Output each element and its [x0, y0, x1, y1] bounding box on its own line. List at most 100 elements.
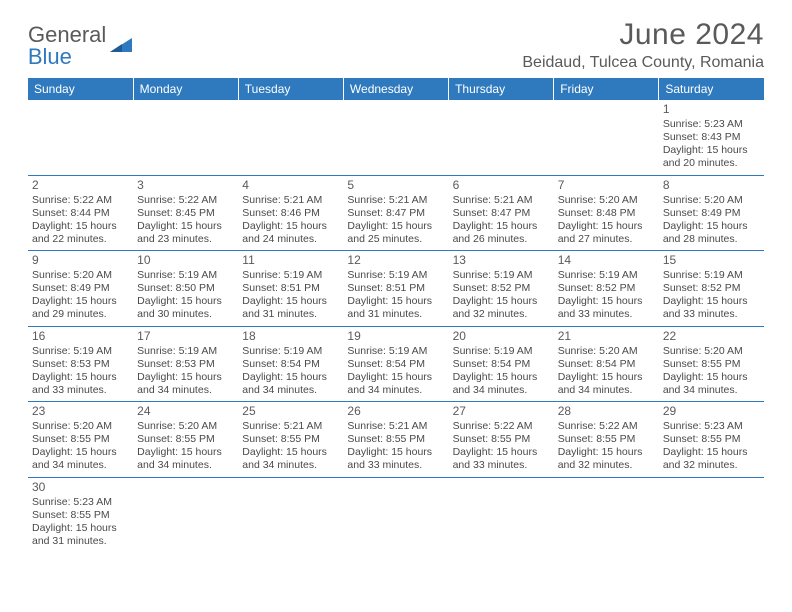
sunset-line: Sunset: 8:52 PM — [558, 282, 655, 295]
daylight-line: Daylight: 15 hours and 33 minutes. — [347, 446, 444, 472]
day-number: 3 — [137, 178, 234, 193]
day-number: 6 — [453, 178, 550, 193]
sunset-line: Sunset: 8:54 PM — [453, 358, 550, 371]
day-number: 2 — [32, 178, 129, 193]
daylight-line: Daylight: 15 hours and 34 minutes. — [137, 371, 234, 397]
sunset-line: Sunset: 8:55 PM — [347, 433, 444, 446]
sunrise-line: Sunrise: 5:20 AM — [32, 269, 129, 282]
daylight-line: Daylight: 15 hours and 23 minutes. — [137, 220, 234, 246]
sunrise-line: Sunrise: 5:19 AM — [137, 345, 234, 358]
sunrise-line: Sunrise: 5:19 AM — [453, 269, 550, 282]
calendar-day: 28Sunrise: 5:22 AMSunset: 8:55 PMDayligh… — [554, 402, 659, 478]
calendar-day: 19Sunrise: 5:19 AMSunset: 8:54 PMDayligh… — [343, 326, 448, 402]
sunrise-line: Sunrise: 5:22 AM — [558, 420, 655, 433]
day-number: 16 — [32, 329, 129, 344]
weekday-header: Thursday — [449, 78, 554, 100]
calendar-day: 30Sunrise: 5:23 AMSunset: 8:55 PMDayligh… — [28, 477, 133, 552]
calendar-day: 21Sunrise: 5:20 AMSunset: 8:54 PMDayligh… — [554, 326, 659, 402]
calendar-week: 2Sunrise: 5:22 AMSunset: 8:44 PMDaylight… — [28, 175, 764, 251]
weekday-header: Monday — [133, 78, 238, 100]
sunrise-line: Sunrise: 5:19 AM — [242, 345, 339, 358]
calendar-day: 12Sunrise: 5:19 AMSunset: 8:51 PMDayligh… — [343, 251, 448, 327]
calendar-day: 8Sunrise: 5:20 AMSunset: 8:49 PMDaylight… — [659, 175, 764, 251]
calendar-week: 9Sunrise: 5:20 AMSunset: 8:49 PMDaylight… — [28, 251, 764, 327]
daylight-line: Daylight: 15 hours and 32 minutes. — [558, 446, 655, 472]
calendar-day: 15Sunrise: 5:19 AMSunset: 8:52 PMDayligh… — [659, 251, 764, 327]
day-number: 29 — [663, 404, 760, 419]
daylight-line: Daylight: 15 hours and 31 minutes. — [32, 522, 129, 548]
daylight-line: Daylight: 15 hours and 34 minutes. — [242, 371, 339, 397]
daylight-line: Daylight: 15 hours and 33 minutes. — [663, 295, 760, 321]
logo-flag-icon — [110, 34, 138, 57]
sunrise-line: Sunrise: 5:22 AM — [32, 194, 129, 207]
sunrise-line: Sunrise: 5:23 AM — [663, 118, 760, 131]
header: General GeneBlue June 2024 Beidaud, Tulc… — [28, 18, 764, 72]
daylight-line: Daylight: 15 hours and 34 minutes. — [242, 446, 339, 472]
day-number: 18 — [242, 329, 339, 344]
calendar-day: 9Sunrise: 5:20 AMSunset: 8:49 PMDaylight… — [28, 251, 133, 327]
sunset-line: Sunset: 8:48 PM — [558, 207, 655, 220]
sunset-line: Sunset: 8:51 PM — [242, 282, 339, 295]
calendar-day: 1Sunrise: 5:23 AMSunset: 8:43 PMDaylight… — [659, 100, 764, 175]
sunset-line: Sunset: 8:55 PM — [32, 509, 129, 522]
calendar-day: 17Sunrise: 5:19 AMSunset: 8:53 PMDayligh… — [133, 326, 238, 402]
daylight-line: Daylight: 15 hours and 20 minutes. — [663, 144, 760, 170]
sunset-line: Sunset: 8:45 PM — [137, 207, 234, 220]
daylight-line: Daylight: 15 hours and 33 minutes. — [453, 446, 550, 472]
daylight-line: Daylight: 15 hours and 34 minutes. — [453, 371, 550, 397]
logo-text-2: Blue — [28, 44, 72, 69]
day-number: 1 — [663, 102, 760, 117]
day-number: 11 — [242, 253, 339, 268]
logo-text-wrap: General GeneBlue — [28, 24, 106, 68]
calendar-day-empty — [554, 477, 659, 552]
calendar-table: SundayMondayTuesdayWednesdayThursdayFrid… — [28, 78, 764, 552]
weekday-header: Tuesday — [238, 78, 343, 100]
daylight-line: Daylight: 15 hours and 34 minutes. — [347, 371, 444, 397]
sunrise-line: Sunrise: 5:21 AM — [347, 420, 444, 433]
sunset-line: Sunset: 8:54 PM — [558, 358, 655, 371]
calendar-day: 13Sunrise: 5:19 AMSunset: 8:52 PMDayligh… — [449, 251, 554, 327]
sunrise-line: Sunrise: 5:23 AM — [32, 496, 129, 509]
daylight-line: Daylight: 15 hours and 33 minutes. — [32, 371, 129, 397]
day-number: 9 — [32, 253, 129, 268]
weekday-header: Sunday — [28, 78, 133, 100]
sunrise-line: Sunrise: 5:22 AM — [137, 194, 234, 207]
calendar-day-empty — [659, 477, 764, 552]
day-number: 13 — [453, 253, 550, 268]
calendar-day-empty — [133, 477, 238, 552]
day-number: 20 — [453, 329, 550, 344]
calendar-week: 23Sunrise: 5:20 AMSunset: 8:55 PMDayligh… — [28, 402, 764, 478]
calendar-day-empty — [343, 477, 448, 552]
day-number: 5 — [347, 178, 444, 193]
daylight-line: Daylight: 15 hours and 22 minutes. — [32, 220, 129, 246]
daylight-line: Daylight: 15 hours and 34 minutes. — [663, 371, 760, 397]
sunrise-line: Sunrise: 5:20 AM — [558, 194, 655, 207]
calendar-week: 16Sunrise: 5:19 AMSunset: 8:53 PMDayligh… — [28, 326, 764, 402]
sunset-line: Sunset: 8:50 PM — [137, 282, 234, 295]
title-block: June 2024 Beidaud, Tulcea County, Romani… — [522, 18, 764, 72]
day-number: 14 — [558, 253, 655, 268]
calendar-day: 25Sunrise: 5:21 AMSunset: 8:55 PMDayligh… — [238, 402, 343, 478]
sunrise-line: Sunrise: 5:21 AM — [453, 194, 550, 207]
calendar-day-empty — [449, 477, 554, 552]
weekday-header: Friday — [554, 78, 659, 100]
sunset-line: Sunset: 8:53 PM — [137, 358, 234, 371]
daylight-line: Daylight: 15 hours and 34 minutes. — [558, 371, 655, 397]
daylight-line: Daylight: 15 hours and 29 minutes. — [32, 295, 129, 321]
sunrise-line: Sunrise: 5:23 AM — [663, 420, 760, 433]
day-number: 12 — [347, 253, 444, 268]
calendar-day: 10Sunrise: 5:19 AMSunset: 8:50 PMDayligh… — [133, 251, 238, 327]
sunset-line: Sunset: 8:55 PM — [663, 433, 760, 446]
day-number: 23 — [32, 404, 129, 419]
calendar-day: 7Sunrise: 5:20 AMSunset: 8:48 PMDaylight… — [554, 175, 659, 251]
day-number: 30 — [32, 480, 129, 495]
calendar-day: 18Sunrise: 5:19 AMSunset: 8:54 PMDayligh… — [238, 326, 343, 402]
weekday-header: Saturday — [659, 78, 764, 100]
calendar-day: 26Sunrise: 5:21 AMSunset: 8:55 PMDayligh… — [343, 402, 448, 478]
sunset-line: Sunset: 8:49 PM — [663, 207, 760, 220]
day-number: 8 — [663, 178, 760, 193]
sunset-line: Sunset: 8:55 PM — [137, 433, 234, 446]
calendar-day-empty — [554, 100, 659, 175]
sunset-line: Sunset: 8:49 PM — [32, 282, 129, 295]
calendar-day-empty — [238, 477, 343, 552]
